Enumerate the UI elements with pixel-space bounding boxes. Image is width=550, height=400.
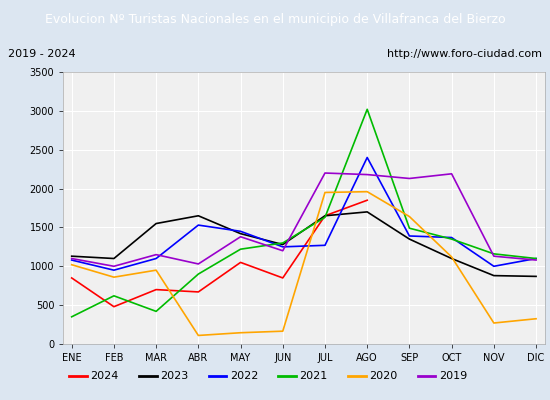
Text: 2024: 2024 (90, 371, 119, 381)
Text: Evolucion Nº Turistas Nacionales en el municipio de Villafranca del Bierzo: Evolucion Nº Turistas Nacionales en el m… (45, 12, 505, 26)
Text: 2023: 2023 (160, 371, 188, 381)
Text: 2019: 2019 (439, 371, 467, 381)
Text: http://www.foro-ciudad.com: http://www.foro-ciudad.com (387, 49, 542, 59)
Text: 2021: 2021 (299, 371, 328, 381)
Text: 2019 - 2024: 2019 - 2024 (8, 49, 76, 59)
Text: 2020: 2020 (369, 371, 397, 381)
Text: 2022: 2022 (230, 371, 258, 381)
